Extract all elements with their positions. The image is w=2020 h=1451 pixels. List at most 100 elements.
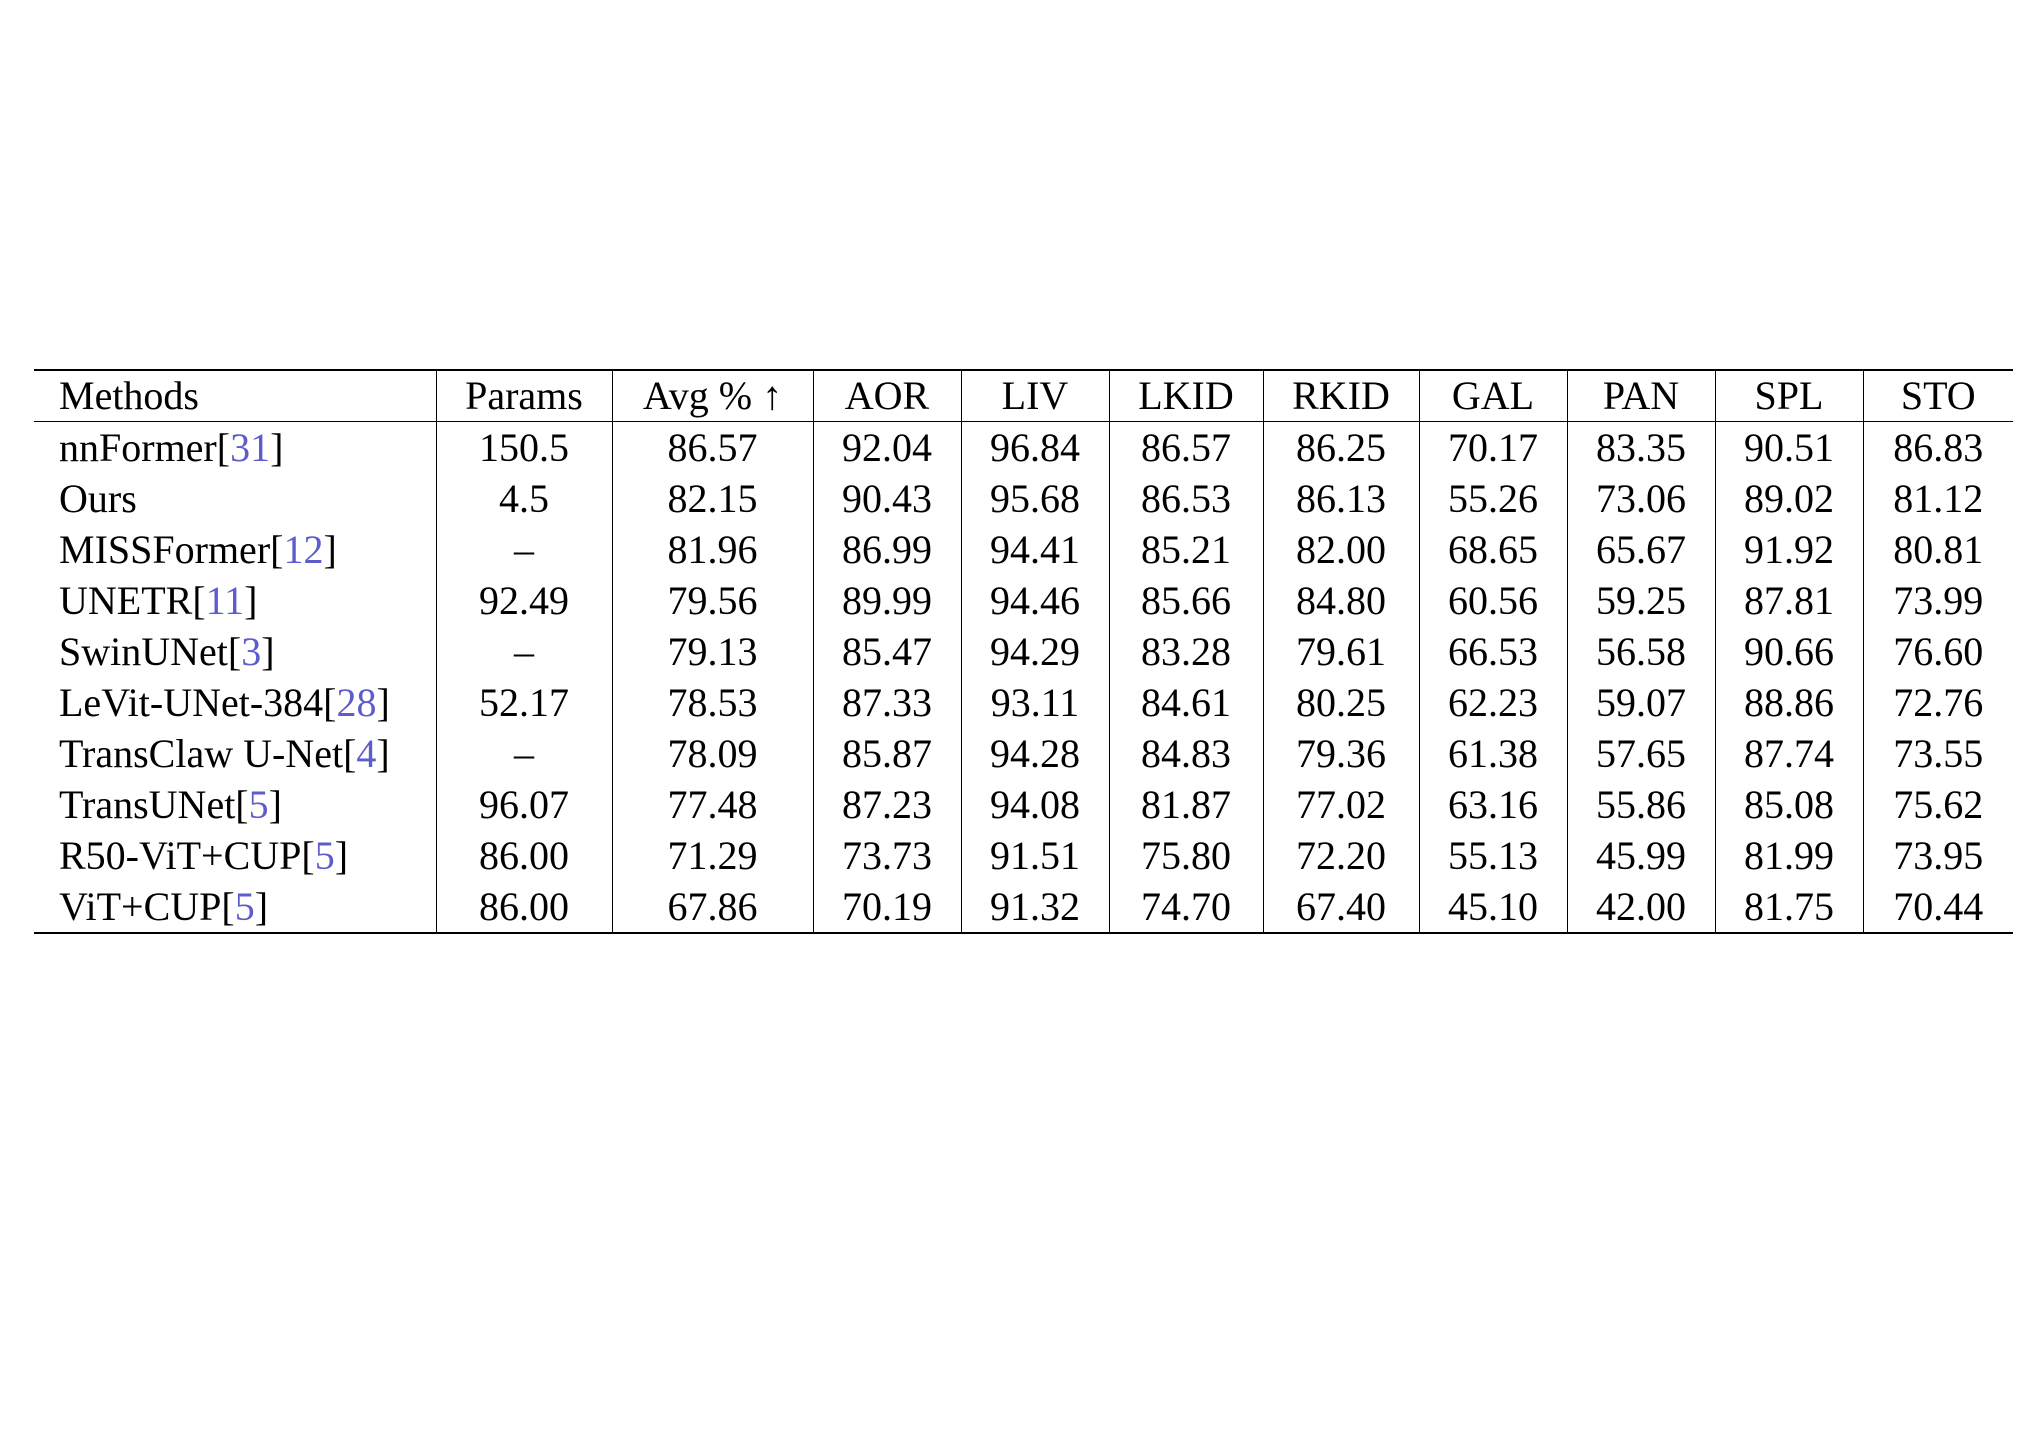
table-body: nnFormer[31] 150.5 86.57 92.04 96.84 86.57 86.… <box>34 421 2013 933</box>
cell-pan: 56.58 <box>1567 626 1716 677</box>
cell-pan: 42.00 <box>1567 881 1716 933</box>
cell-rkid: 86.13 <box>1263 473 1420 524</box>
citation-link[interactable]: 28 <box>336 679 377 725</box>
citation-link[interactable]: 12 <box>283 526 324 572</box>
header-sto: STO <box>1900 373 1976 418</box>
cell-lkid: 83.28 <box>1109 626 1264 677</box>
citation-bracket: ] <box>268 781 282 827</box>
cell-params: 52.17 <box>436 677 613 728</box>
cell-params: 4.5 <box>436 473 613 524</box>
citation-bracket: ] <box>254 883 269 929</box>
citation-link[interactable]: 4 <box>356 730 377 776</box>
cell-pan: 59.25 <box>1567 575 1716 626</box>
table-row: TransUNet[5] 96.07 77.48 87.23 94.08 81.87 77.… <box>34 779 2013 830</box>
cell-rkid: 82.00 <box>1263 524 1420 575</box>
citation-bracket: ] <box>270 424 284 470</box>
citation-link[interactable]: 11 <box>205 577 245 623</box>
cell-spl: 81.75 <box>1715 881 1864 933</box>
cell-gal: 61.38 <box>1419 728 1568 779</box>
cell-lkid: 86.53 <box>1109 473 1264 524</box>
cell-liv: 94.29 <box>961 626 1110 677</box>
cell-sto: 73.95 <box>1893 832 1984 878</box>
cell-gal: 55.13 <box>1419 830 1568 881</box>
cell-liv: 94.08 <box>961 779 1110 830</box>
cell-rkid: 80.25 <box>1263 677 1420 728</box>
cell-liv: 91.51 <box>961 830 1110 881</box>
cell-liv: 91.32 <box>961 881 1110 933</box>
cell-avg: 77.48 <box>612 779 814 830</box>
cell-pan: 55.86 <box>1567 779 1716 830</box>
cell-aor: 85.87 <box>813 728 962 779</box>
cell-spl: 90.51 <box>1715 421 1864 473</box>
cell-avg: 71.29 <box>612 830 814 881</box>
cell-avg: 79.56 <box>612 575 814 626</box>
header-pan: PAN <box>1567 370 1716 422</box>
method-name: R50-ViT+CUP[5] <box>34 830 437 881</box>
cell-params: – <box>436 728 613 779</box>
cell-liv: 94.46 <box>961 575 1110 626</box>
citation-link[interactable]: 3 <box>241 628 262 674</box>
method-name: UNETR[11] <box>34 575 437 626</box>
cell-spl: 81.99 <box>1715 830 1864 881</box>
method-name: ViT+CUP[5] <box>34 881 437 933</box>
citation-link[interactable]: 31 <box>230 424 271 470</box>
header-spl: SPL <box>1715 370 1864 422</box>
method-label: LeVit-UNet-384[ <box>59 679 337 725</box>
citation-link[interactable]: 5 <box>248 781 269 827</box>
table-row: SwinUNet[3] –79.13 85.47 94.29 83.28 79.61 66.… <box>34 626 2013 677</box>
cell-spl: 89.02 <box>1715 473 1864 524</box>
cell-params: – <box>436 626 613 677</box>
cell-rkid: 77.02 <box>1263 779 1420 830</box>
citation-link[interactable]: 5 <box>314 832 335 878</box>
table-row: Ours 4.5 82.15 90.43 95.68 86.53 86.13 55.26 73.… <box>34 473 2013 524</box>
cell-gal: 70.17 <box>1419 421 1568 473</box>
cell-lkid: 75.80 <box>1109 830 1264 881</box>
citation-bracket: ] <box>323 526 337 572</box>
method-label: SwinUNet[ <box>59 628 242 674</box>
cell-pan: 73.06 <box>1567 473 1716 524</box>
header-aor: AOR <box>813 370 962 422</box>
cell-lkid: 85.66 <box>1109 575 1264 626</box>
cell-pan: 83.35 <box>1567 421 1716 473</box>
cell-pan: 59.07 <box>1567 677 1716 728</box>
cell-aor: 89.99 <box>813 575 962 626</box>
method-name: TransClaw U-Net[4] <box>34 728 437 779</box>
cell-rkid: 86.25 <box>1263 421 1420 473</box>
cell-sto: 86.83 <box>1893 424 1984 470</box>
cell-spl: 87.74 <box>1715 728 1864 779</box>
method-label: TransClaw U-Net[ <box>59 730 357 776</box>
cell-liv: 94.28 <box>961 728 1110 779</box>
header-params: Params <box>436 370 613 422</box>
table-row: UNETR[11] 92.49 79.56 89.99 94.46 85.66 84.80 6… <box>34 575 2013 626</box>
cell-params: 150.5 <box>436 421 613 473</box>
cell-params: – <box>436 524 613 575</box>
citation-bracket: ] <box>244 577 258 623</box>
cell-sto: 75.62 <box>1893 781 1984 827</box>
header-liv: LIV <box>961 370 1110 422</box>
cell-rkid: 79.61 <box>1263 626 1420 677</box>
cell-sto: 73.55 <box>1893 730 1984 776</box>
method-label: ViT+CUP[ <box>59 883 235 929</box>
header-avg: Avg % ↑ <box>612 370 814 422</box>
cell-aor: 87.33 <box>813 677 962 728</box>
cell-sto: 76.60 <box>1893 628 1984 674</box>
citation-link[interactable]: 5 <box>234 883 255 929</box>
header-row: Methods Params Avg % ↑ AOR LIV LKID RKID… <box>34 370 2013 422</box>
header-rkid: RKID <box>1263 370 1420 422</box>
cell-aor: 85.47 <box>813 626 962 677</box>
cell-gal: 66.53 <box>1419 626 1568 677</box>
cell-sto: 72.76 <box>1893 679 1984 725</box>
cell-rkid: 84.80 <box>1263 575 1420 626</box>
citation-bracket: ] <box>376 679 390 725</box>
table-row: R50-ViT+CUP[5] 86.00 71.29 73.73 91.51 75.80 7… <box>34 830 2013 881</box>
cell-aor: 70.19 <box>813 881 962 933</box>
cell-aor: 86.99 <box>813 524 962 575</box>
table-row: ViT+CUP[5] 86.00 67.86 70.19 91.32 74.70 67.40… <box>34 881 2013 933</box>
cell-avg: 82.15 <box>612 473 814 524</box>
cell-rkid: 67.40 <box>1263 881 1420 933</box>
method-name: Ours <box>34 473 437 524</box>
method-label: nnFormer[ <box>59 424 231 470</box>
cell-avg: 79.13 <box>612 626 814 677</box>
cell-spl: 87.81 <box>1715 575 1864 626</box>
cell-spl: 88.86 <box>1715 677 1864 728</box>
